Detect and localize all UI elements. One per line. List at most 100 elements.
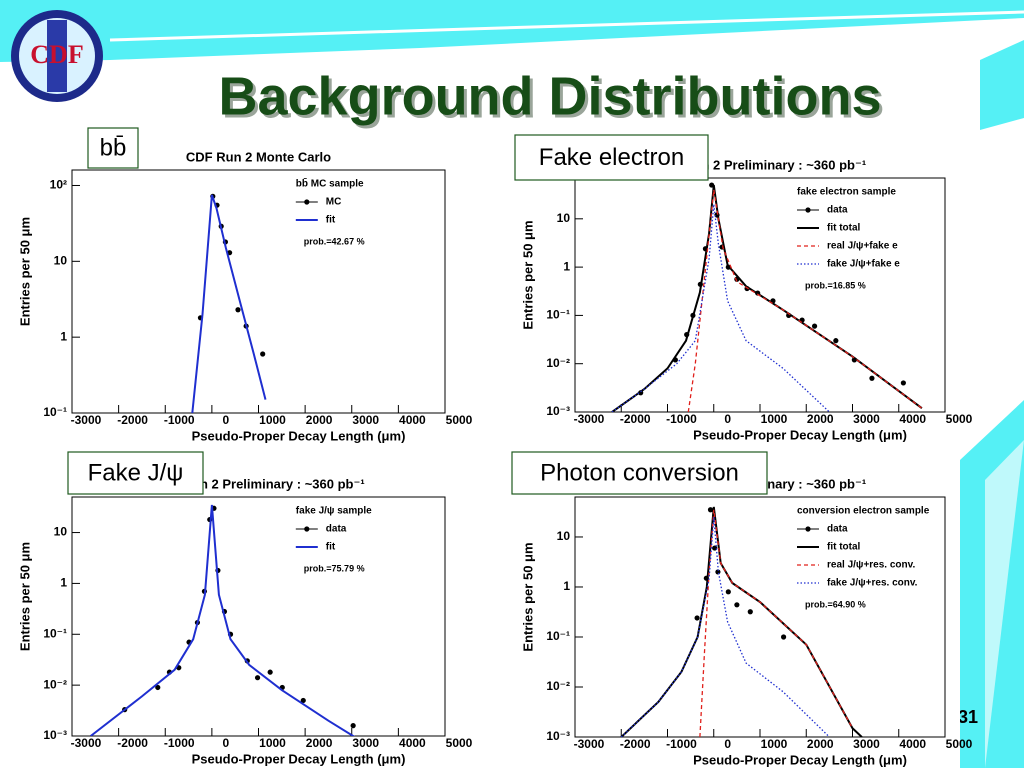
stripe-line [109,10,1024,42]
y-tick-label: 1 [563,259,570,273]
label-box-text: Fake electron [539,144,684,171]
top-stripe [0,0,1024,62]
legend-title: bb̄ MC sample [296,177,364,189]
data-point [869,375,875,381]
y-tick-label: 10⁻² [43,677,67,691]
y-tick-label: 1 [60,576,67,590]
x-tick-label: -2000 [620,412,651,426]
label-box-text: Photon conversion [540,459,739,486]
x-tick-label: 4000 [399,736,426,750]
data-point [725,589,731,595]
legend-swatch [304,526,310,532]
annotation: prob.=75.79 % [304,563,365,573]
legend-swatch [304,199,310,205]
chart: CDF Run 2 Preliminary : ~360 pb⁻¹10⁻³10⁻… [511,451,973,768]
y-tick-label: 10⁻² [546,356,570,370]
data-point [694,615,700,621]
x-tick-label: 1000 [259,736,286,750]
data-point [235,307,241,313]
title-shadow: Background Distributions [221,69,884,129]
y-axis-label: Entries per 50 μm [17,217,32,326]
plot-area [611,182,923,412]
x-axis-label: Pseudo-Proper Decay Length (μm) [693,752,907,767]
chart: CDF Run 2 Preliminary : ~360 pb⁻¹10⁻³10⁻… [514,134,973,447]
logo-bar [47,20,67,92]
legend-label: real J/ψ+res. conv. [827,560,915,571]
y-tick-label: 10⁻³ [546,404,570,418]
x-tick-label: 3000 [853,737,880,751]
y-tick-label: 10⁻¹ [546,308,570,322]
x-tick-label: 4000 [899,737,926,751]
x-tick-label: -1000 [666,737,697,751]
y-tick-label: 10⁻¹ [546,629,570,643]
x-tick-label: 2000 [306,736,333,750]
data-point [260,351,266,357]
fit-line [191,194,267,413]
legend-label: fit total [827,542,861,553]
label-box [511,451,768,495]
x-tick-label: -1000 [164,413,195,427]
legend-label: data [827,205,848,216]
x-tick-label: 0 [724,737,731,751]
x-tick-label: 2000 [807,412,834,426]
y-tick-label: 10⁻³ [43,728,67,742]
x-tick-label: -2000 [117,413,148,427]
y-tick-label: 10² [50,178,67,192]
annotation: prob.=64.90 % [805,599,866,609]
x-tick-label: -2000 [117,736,148,750]
x-tick-label: -3000 [71,413,102,427]
data-point [254,675,261,681]
x-tick-label: 1000 [761,737,788,751]
chart-title: CDF Run 2 Preliminary : ~360 pb⁻¹ [152,476,364,491]
y-tick-label: 1 [60,329,67,343]
x-tick-label: 4000 [399,413,426,427]
chart: CDF Run 2 Monte Carlo 10⁻¹ 1 10 10² -3000 -200… [17,127,473,447]
data-point [780,634,787,640]
legend-label: fake J/ψ+fake e [827,259,900,270]
chart-panel [540,470,960,768]
data-point [707,507,714,513]
y-axis-label: Entries per 50 μm [520,542,535,651]
data-point [833,338,839,344]
legend-title: fake electron sample [797,187,896,198]
legend-label: data [326,524,347,535]
x-tick-label: 5000 [946,412,973,426]
x-tick-label: 4000 [899,412,926,426]
legend-title: fake J/ψ sample [296,506,372,517]
chart-panel [40,150,460,447]
x-tick-label: 3000 [853,412,880,426]
y-axis-label: Entries per 50 μm [520,220,535,329]
x-tick-label: 0 [724,412,731,426]
chart-title: CDF Run 2 Monte Carlo [186,149,331,164]
label-box-text: bb̄ [100,134,127,161]
plot-area [620,506,863,737]
x-axis-label: Pseudo-Proper Decay Length (μm) [192,751,406,766]
x-tick-label: -1000 [164,736,195,750]
legend-label: fake J/ψ+res. conv. [827,578,918,589]
x-tick-label: 5000 [446,413,473,427]
x-axis-label: Pseudo-Proper Decay Length (μm) [693,427,907,442]
page-number: 31 [958,707,978,727]
data-point [900,380,906,386]
plot-area [191,193,267,413]
fit-line [620,517,830,737]
y-tick-label: 10 [557,529,571,543]
x-tick-label: 5000 [946,737,973,751]
logo-text: CDF [30,40,83,69]
y-tick-label: 10⁻² [546,679,570,693]
data-point [300,697,306,704]
legend-swatch [805,207,811,213]
slide-title: Background Distributions [218,66,881,126]
data-point [734,602,740,608]
fit-line [699,509,854,737]
legend-label: fit total [827,223,861,234]
data-point [350,723,356,729]
x-tick-label: -2000 [620,737,651,751]
label-box [87,127,139,169]
x-tick-label: 0 [223,413,230,427]
x-tick-label: 3000 [352,736,379,750]
label-box-text: Fake J/ψ [88,459,184,486]
legend-label: fit [326,542,336,553]
y-tick-label: 10 [54,253,68,267]
